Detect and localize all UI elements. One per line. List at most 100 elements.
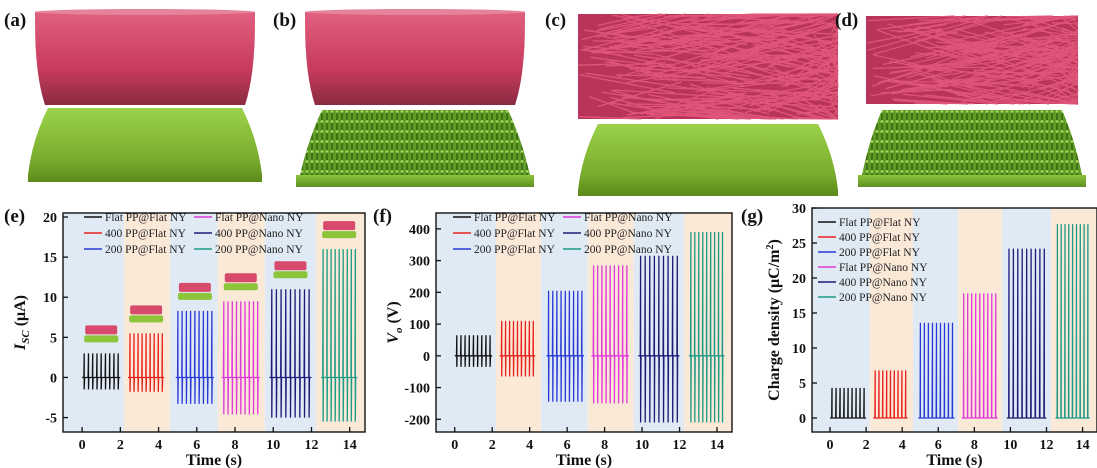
- fiber: [649, 48, 751, 77]
- fiber: [641, 68, 701, 73]
- fiber: [885, 69, 957, 90]
- fiber: [966, 15, 1079, 23]
- plot-frame: [435, 212, 733, 433]
- series-trace: [1006, 248, 1047, 419]
- device-inset: [129, 305, 164, 323]
- legend-label: Flat PP@Flat NY: [105, 212, 187, 224]
- panel-c-schematic: [577, 13, 839, 196]
- fiber: [1065, 86, 1079, 105]
- fiber: [668, 105, 732, 118]
- fiber: [829, 76, 839, 80]
- fiber: [829, 96, 839, 109]
- x-tick-label: 2: [863, 438, 870, 453]
- device-inset: [84, 325, 119, 343]
- legend-label: 200 PP@Flat NY: [474, 244, 556, 256]
- legend-label: Flat PP@Flat NY: [839, 217, 921, 229]
- top-plate: [35, 12, 255, 105]
- panel-label-a: (a): [4, 10, 26, 31]
- fiber: [612, 89, 740, 99]
- device-inset: [177, 282, 212, 300]
- fiber: [1022, 79, 1079, 101]
- series-trace: [873, 370, 908, 419]
- fiber: [1022, 39, 1079, 42]
- fiber: [577, 63, 619, 66]
- panel-d-schematic: [858, 15, 1086, 187]
- fiber: [1009, 38, 1079, 64]
- fiber: [891, 60, 984, 69]
- x-tick-label: 8: [232, 438, 239, 453]
- legend-label: 200 PP@Nano NY: [839, 292, 928, 304]
- x-tick-label: 6: [935, 438, 942, 453]
- series-trace: [499, 320, 536, 377]
- x-tick-label: 2: [489, 438, 496, 453]
- x-tick-label: 14: [1076, 438, 1090, 453]
- fiber: [985, 76, 1055, 85]
- legend-label: Flat PP@Nano NY: [839, 262, 928, 274]
- series-trace: [1055, 224, 1090, 419]
- fiber: [1058, 39, 1079, 62]
- series-trace: [221, 301, 260, 415]
- fiber: [601, 91, 661, 103]
- fiber: [759, 92, 839, 95]
- x-tick-label: 6: [564, 438, 571, 453]
- fiber: [938, 78, 991, 84]
- device-inset: [322, 221, 357, 239]
- fiber: [961, 84, 1045, 102]
- fiber: [578, 116, 642, 120]
- fiber: [613, 40, 664, 49]
- fiber: [877, 15, 988, 30]
- fiber: [1025, 65, 1079, 69]
- device-inset: [223, 273, 258, 291]
- fiber: [901, 93, 999, 105]
- pillar-base: [296, 175, 534, 187]
- fiber: [809, 73, 839, 86]
- fiber: [891, 98, 968, 105]
- bottom-plate: [578, 124, 838, 196]
- nanofibers: [577, 13, 839, 120]
- fiber: [876, 29, 973, 64]
- y-tick-label: 5: [50, 331, 57, 346]
- y-tick-label: -5: [45, 412, 57, 427]
- fiber: [814, 77, 839, 94]
- fiber: [635, 35, 705, 52]
- fiber: [742, 54, 790, 68]
- legend-label: Flat PP@Nano NY: [215, 212, 304, 224]
- fiber: [761, 100, 821, 120]
- fiber: [888, 55, 996, 75]
- fiber: [936, 46, 1057, 62]
- fiber: [872, 21, 988, 55]
- panel-label-c: (c): [545, 10, 566, 31]
- fiber: [1053, 64, 1079, 84]
- fiber: [906, 54, 952, 66]
- y-tick-label: 10: [43, 291, 57, 306]
- fiber: [916, 72, 1008, 99]
- legend-label: 400 PP@Nano NY: [215, 228, 304, 240]
- fiber: [903, 23, 947, 33]
- fiber: [952, 91, 1021, 105]
- fiber: [954, 28, 1010, 45]
- segment-background: [316, 213, 365, 432]
- legend-label: 400 PP@Flat NY: [474, 228, 556, 240]
- fiber: [923, 94, 1015, 105]
- fiber: [996, 56, 1052, 75]
- fiber: [1020, 37, 1079, 39]
- fiber: [581, 20, 649, 41]
- y-tick-label: 20: [792, 272, 806, 287]
- legend-label: Flat PP@Nano NY: [584, 212, 673, 224]
- nanofibers: [866, 15, 1079, 105]
- fiber: [582, 27, 668, 51]
- fiber: [1024, 40, 1079, 51]
- fiber: [945, 46, 1045, 57]
- y-tick-label: 30: [792, 202, 806, 217]
- y-tick-label: 300: [409, 255, 430, 270]
- fiber: [962, 52, 1016, 68]
- pillar-base: [858, 175, 1086, 187]
- fiber: [663, 39, 754, 69]
- y-tick-label: 0: [799, 412, 806, 427]
- segment-background: [1051, 208, 1097, 432]
- legend-label: Flat PP@Flat NY: [474, 212, 556, 224]
- series-trace: [175, 310, 214, 404]
- fiber: [659, 96, 746, 101]
- chart-f-open-circuit-voltage: 0 2 4 6 8 10 12 14 -200 -100 0 100 200 300 400 Time (s)…: [385, 212, 733, 468]
